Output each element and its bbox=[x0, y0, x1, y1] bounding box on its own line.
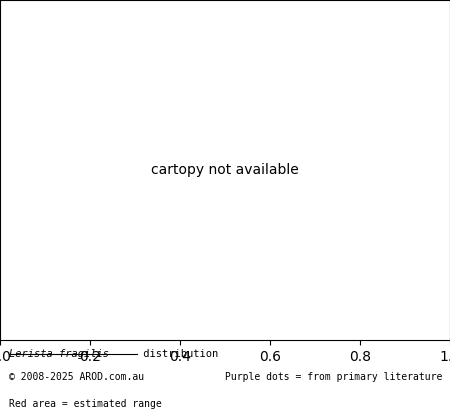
Text: Lerista fragilis: Lerista fragilis bbox=[9, 349, 109, 359]
Text: Purple dots = from primary literature: Purple dots = from primary literature bbox=[225, 372, 442, 382]
Text: distribution: distribution bbox=[137, 349, 219, 359]
Text: Red area = estimated range: Red area = estimated range bbox=[9, 398, 162, 408]
Text: cartopy not available: cartopy not available bbox=[151, 163, 299, 177]
Text: © 2008-2025 AROD.com.au: © 2008-2025 AROD.com.au bbox=[9, 372, 144, 382]
